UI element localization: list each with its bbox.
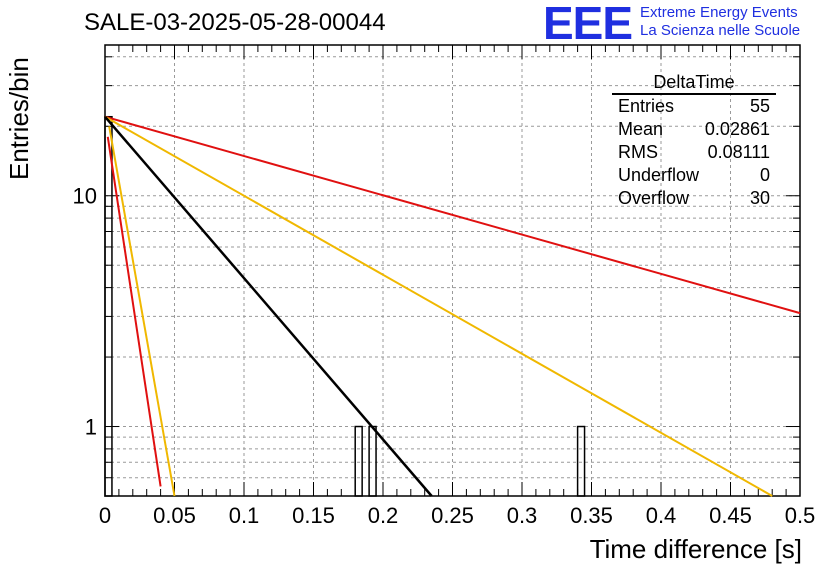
eee-logo: EEE Extreme Energy Events La Scienza nel…	[543, 0, 800, 49]
fit-line	[108, 126, 176, 497]
stats-value: 0.02861	[704, 119, 770, 139]
stats-label: Mean	[618, 119, 664, 139]
x-tick-label: 0.15	[292, 503, 335, 528]
stats-label: Entries	[618, 96, 675, 116]
stats-row: Underflow 0	[612, 164, 776, 187]
stats-row: RMS 0.08111	[612, 141, 776, 164]
stats-label: Underflow	[618, 165, 700, 185]
x-tick-label: 0.45	[709, 503, 752, 528]
x-axis-label: Time difference [s]	[589, 534, 802, 564]
stats-row: Mean 0.02861	[612, 118, 776, 141]
x-tick-label: 0.1	[229, 503, 260, 528]
x-tick-label: 0.5	[785, 503, 816, 528]
x-tick-label: 0.05	[153, 503, 196, 528]
stats-label: Overflow	[618, 188, 690, 208]
x-tick-label: 0	[99, 503, 111, 528]
logo-line-2: La Scienza nelle Scuole	[640, 22, 801, 39]
y-axis-label: Entries/bin	[4, 57, 34, 180]
chart-title: SALE-03-2025-05-28-00044	[84, 9, 386, 36]
stats-value: 30	[749, 188, 770, 208]
stats-row: Entries 55	[612, 95, 776, 118]
histogram-bar	[576, 425, 586, 497]
x-tick-label: 0.3	[507, 503, 538, 528]
plot-frame	[104, 44, 801, 497]
logo-line-1: Extreme Energy Events	[640, 4, 798, 21]
stats-row: Overflow 30	[612, 187, 776, 210]
y-tick-labels: 1 10	[73, 184, 97, 440]
x-tick-label: 0.4	[646, 503, 677, 528]
x-tick-label: 0.25	[431, 503, 474, 528]
stats-value: 0.08111	[707, 142, 770, 162]
fit-line	[104, 115, 773, 497]
stats-value: 0	[759, 165, 770, 185]
x-tick-labels: 0 0.05 0.1 0.15 0.2 0.25 0.3 0.35 0.4 0.45 0.5	[99, 503, 815, 528]
stats-title: DeltaTime	[612, 71, 776, 95]
stats-label: RMS	[618, 142, 658, 162]
fit-line	[106, 136, 162, 487]
grid-lines	[105, 45, 800, 496]
x-tick-label: 0.35	[570, 503, 613, 528]
y-tick-label: 1	[85, 415, 97, 440]
x-tick-label: 0.2	[368, 503, 399, 528]
histogram-bar	[354, 425, 363, 497]
logo-mark: EEE	[543, 0, 633, 49]
stats-value: 55	[749, 96, 770, 116]
fit-lines	[104, 115, 801, 497]
fit-line	[104, 115, 433, 497]
y-tick-label: 10	[73, 184, 97, 209]
logo-text: Extreme Energy Events La Scienza nelle S…	[640, 4, 800, 40]
stats-box: DeltaTime Entries 55 Mean 0.02861 RMS 0.…	[612, 71, 776, 210]
fit-line	[104, 115, 801, 315]
